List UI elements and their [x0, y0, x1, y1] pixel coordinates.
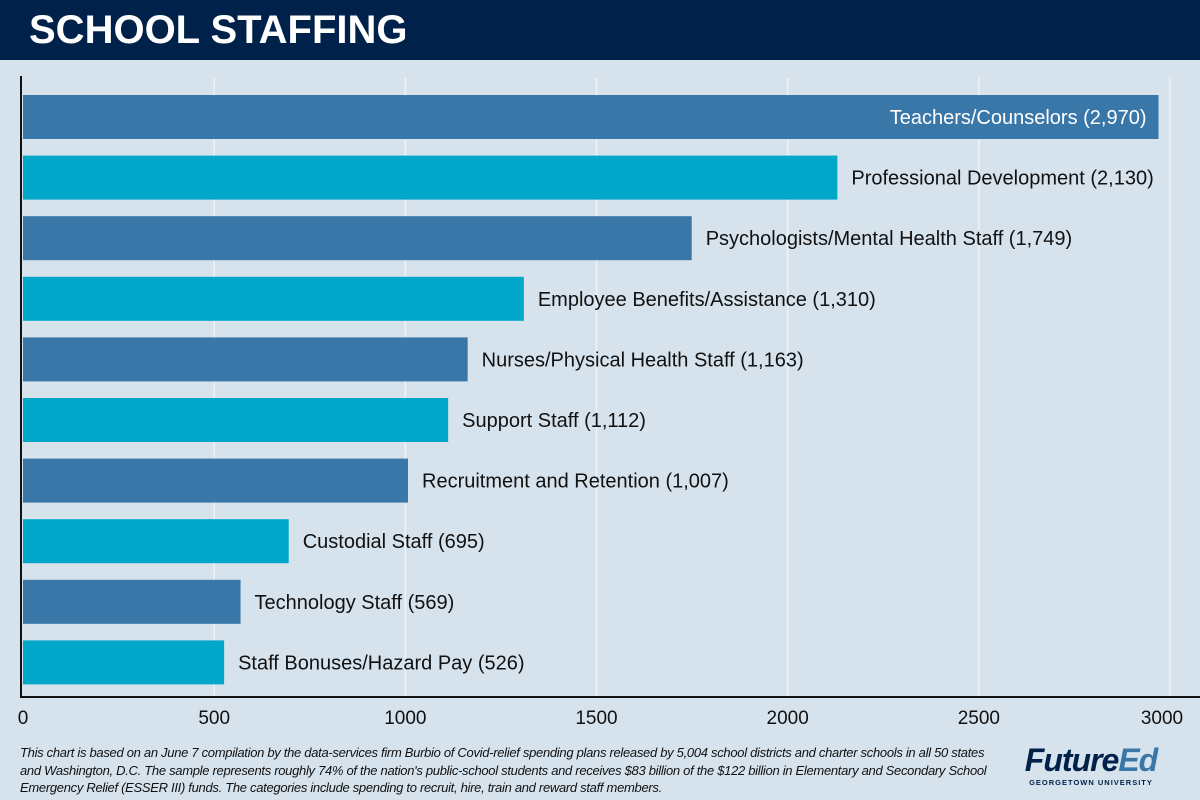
- bar-chart: 0 500 1000 1500 2000 2500 3000 Teachers/Counsel…: [18, 76, 1200, 729]
- page-title: SCHOOL STAFFING: [29, 8, 408, 52]
- bar: [23, 519, 289, 564]
- bar: [23, 155, 838, 200]
- x-tick-label: 2500: [958, 708, 1000, 729]
- bar-label: Recruitment and Retention (1,007): [422, 471, 729, 493]
- bar-label: Custodial Staff (695): [303, 531, 485, 553]
- bar-label: Teachers/Counselors (2,970): [890, 107, 1147, 129]
- bar-label: Staff Bonuses/Hazard Pay (526): [238, 652, 524, 674]
- x-tick-label: 1500: [575, 708, 617, 729]
- bar: [23, 398, 449, 442]
- bar-label: Professional Development (2,130): [851, 168, 1153, 190]
- futureed-logo: FutureEd GEORGETOWN UNIVERSITY: [1024, 742, 1158, 787]
- bar-label: Support Staff (1,112): [462, 410, 646, 432]
- bar-label: Psychologists/Mental Health Staff (1,749…: [706, 228, 1072, 250]
- x-tick-label: 0: [18, 708, 29, 729]
- bar: [23, 640, 225, 685]
- bar-label: Employee Benefits/Assistance (1,310): [538, 289, 876, 311]
- footnote: This chart is based on an June 7 compila…: [20, 745, 987, 795]
- x-tick-label: 1000: [384, 708, 426, 729]
- bar: [23, 216, 692, 261]
- x-tick-label: 3000: [1141, 708, 1183, 729]
- x-tick-label: 2000: [767, 708, 809, 729]
- bar: [23, 276, 524, 321]
- x-tick-label: 500: [198, 708, 230, 729]
- bar-label: Technology Staff (569): [255, 592, 455, 614]
- bar: [23, 458, 409, 503]
- header-bar: SCHOOL STAFFING: [0, 0, 1200, 60]
- bar: [23, 579, 241, 624]
- bar: [23, 95, 1159, 139]
- bar-label: Nurses/Physical Health Staff (1,163): [482, 349, 804, 371]
- bar: [23, 337, 468, 382]
